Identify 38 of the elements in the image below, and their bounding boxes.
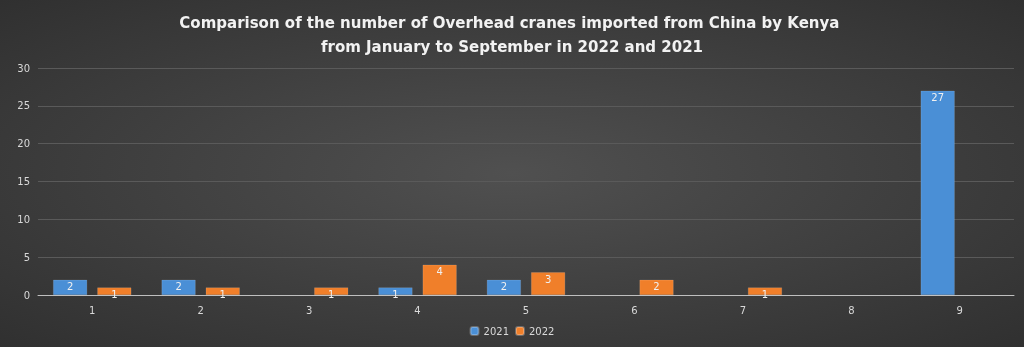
y-tick-label: 0	[23, 289, 30, 301]
data-label: 3	[544, 273, 552, 285]
x-tick-label: 3	[305, 304, 313, 316]
data-label: 1	[392, 288, 399, 300]
legend-label: 2022	[529, 325, 555, 337]
bar	[53, 279, 88, 295]
bar	[531, 272, 566, 295]
data-label: 1	[328, 288, 335, 300]
y-tick-label: 20	[17, 138, 30, 150]
data-label: 27	[931, 92, 945, 104]
x-tick-label: 4	[414, 304, 421, 316]
bar	[486, 279, 521, 295]
y-tick-label: 30	[17, 62, 30, 74]
x-tick-label: 2	[197, 304, 204, 316]
data-label: 1	[111, 288, 118, 300]
data-label: 2	[500, 281, 508, 293]
x-tick-label: 9	[956, 304, 963, 316]
bar	[422, 264, 457, 295]
bar	[920, 90, 955, 295]
x-tick-label: 6	[631, 304, 638, 316]
x-tick-label: 8	[848, 304, 855, 316]
chart-title: Comparison of the number of Overhead cranes imported from China by Kenya from January to September in 2022 and 2021	[179, 14, 845, 56]
x-tick-label: 5	[522, 304, 530, 316]
y-tick-label: 5	[23, 251, 30, 263]
data-label: 1	[761, 288, 769, 300]
y-tick-label: 15	[17, 176, 30, 187]
x-tick-label: 7	[739, 304, 747, 316]
bar	[639, 279, 674, 295]
y-tick-label: 25	[17, 100, 30, 112]
legend-label: 2021	[483, 325, 509, 337]
data-label: 1	[219, 288, 226, 300]
bar	[161, 279, 196, 295]
data-label: 2	[653, 281, 660, 293]
data-label: 2	[175, 281, 182, 293]
y-tick-label: 10	[17, 213, 30, 225]
x-tick-label: 1	[89, 304, 96, 316]
data-label: 4	[436, 266, 443, 278]
data-label: 2	[66, 281, 74, 293]
